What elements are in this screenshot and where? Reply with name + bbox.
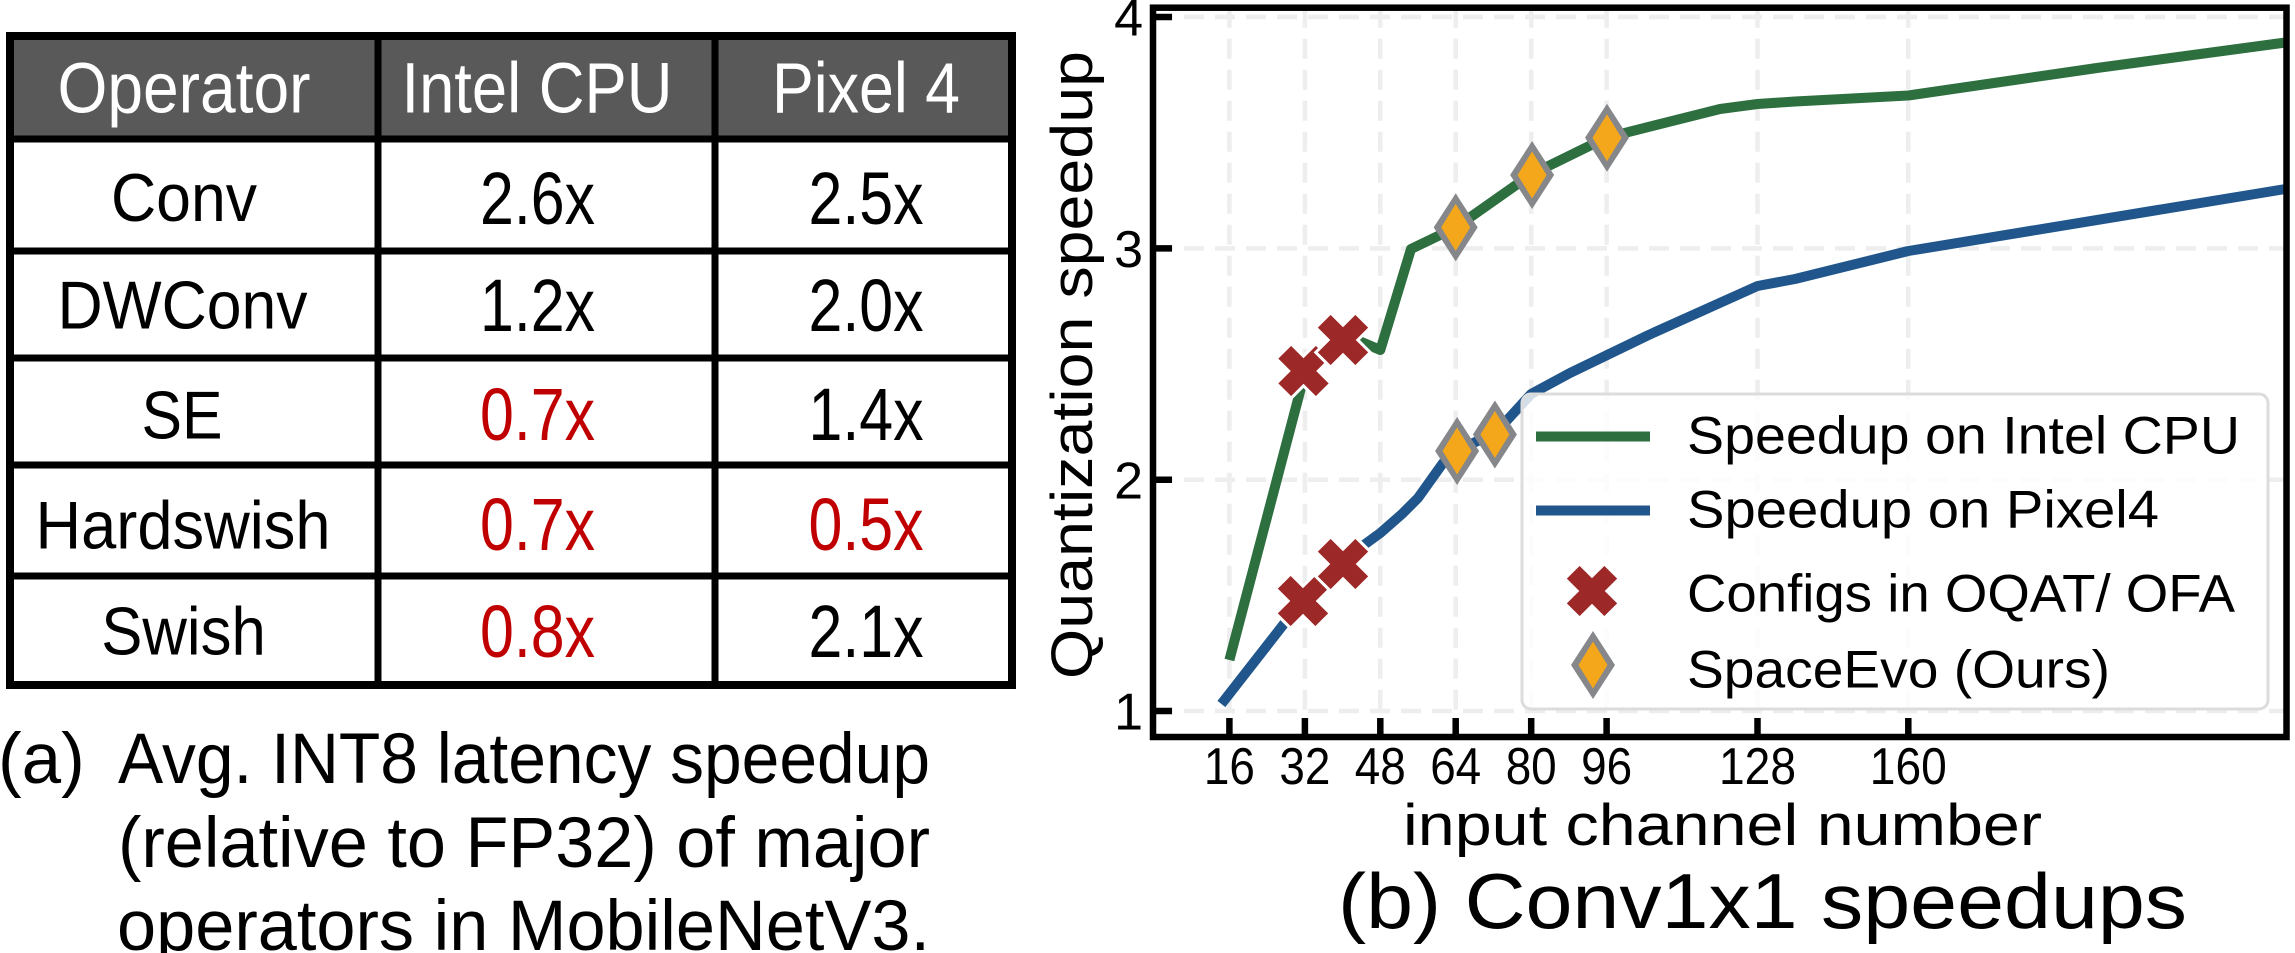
svg-text:DWConv: DWConv: [58, 268, 308, 344]
svg-text:128: 128: [1719, 738, 1796, 796]
svg-text:(relative to FP32) of major: (relative to FP32) of major: [118, 804, 930, 883]
svg-text:2: 2: [1114, 452, 1143, 510]
svg-text:48: 48: [1355, 738, 1406, 796]
svg-text:0.7x: 0.7x: [480, 373, 595, 456]
svg-text:operators in MobileNetV3.: operators in MobileNetV3.: [117, 887, 930, 953]
svg-text:32: 32: [1279, 738, 1330, 796]
svg-text:Intel CPU: Intel CPU: [402, 50, 673, 129]
svg-text:Conv: Conv: [111, 160, 257, 236]
svg-text:SpaceEvo (Ours): SpaceEvo (Ours): [1687, 640, 2110, 699]
svg-text:Configs in OQAT/ OFA: Configs in OQAT/ OFA: [1687, 564, 2236, 623]
svg-text:(b) Conv1x1 speedups: (b) Conv1x1 speedups: [1338, 857, 2187, 945]
svg-text:SE: SE: [142, 378, 223, 454]
svg-text:2.1x: 2.1x: [809, 590, 924, 673]
svg-text:(a): (a): [0, 720, 85, 799]
svg-text:2.0x: 2.0x: [809, 264, 924, 347]
svg-text:Speedup on Pixel4: Speedup on Pixel4: [1687, 480, 2159, 539]
svg-text:Hardswish: Hardswish: [36, 488, 331, 564]
svg-text:160: 160: [1870, 738, 1947, 796]
svg-text:0.8x: 0.8x: [480, 590, 595, 673]
svg-text:2.5x: 2.5x: [809, 157, 924, 240]
svg-text:1: 1: [1114, 684, 1143, 742]
svg-text:80: 80: [1506, 738, 1557, 796]
svg-text:0.5x: 0.5x: [809, 483, 924, 566]
svg-text:Operator: Operator: [58, 50, 311, 129]
svg-text:3: 3: [1114, 221, 1143, 279]
svg-text:1.2x: 1.2x: [480, 264, 595, 347]
svg-text:input channel number: input channel number: [1403, 793, 2042, 858]
svg-text:16: 16: [1204, 738, 1255, 796]
svg-text:64: 64: [1430, 738, 1481, 796]
svg-text:1.4x: 1.4x: [809, 373, 924, 456]
svg-text:0.7x: 0.7x: [480, 483, 595, 566]
svg-text:Pixel 4: Pixel 4: [772, 50, 960, 129]
svg-text:2.6x: 2.6x: [480, 157, 595, 240]
svg-text:Swish: Swish: [101, 594, 266, 670]
svg-text:Speedup on Intel CPU: Speedup on Intel CPU: [1687, 406, 2240, 465]
svg-text:Avg. INT8 latency speedup: Avg. INT8 latency speedup: [118, 720, 930, 799]
svg-text:4: 4: [1114, 0, 1143, 48]
svg-text:Quantization speedup: Quantization speedup: [1040, 51, 1105, 679]
svg-text:96: 96: [1581, 738, 1632, 796]
